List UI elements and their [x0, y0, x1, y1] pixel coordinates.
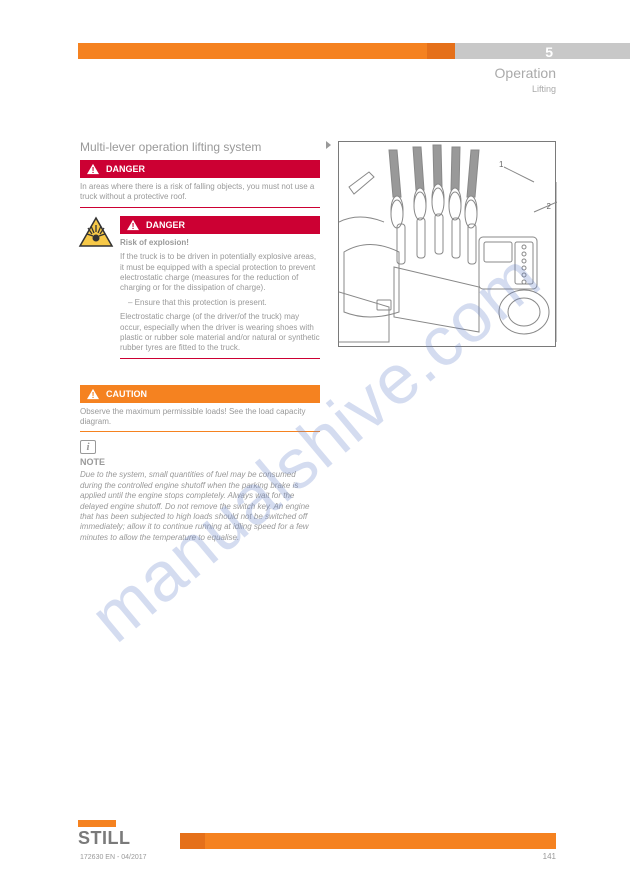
section-heading: Multi-lever operation lifting system	[80, 140, 320, 154]
chapter-title: Operation	[495, 65, 556, 81]
bar-orange	[78, 43, 427, 59]
page-number: 141	[543, 852, 556, 861]
svg-text:!: !	[92, 165, 95, 175]
footer-accent-bar	[78, 820, 116, 827]
warning-triangle-icon: !	[86, 163, 100, 175]
body-content: Multi-lever operation lifting system ! D…	[80, 140, 320, 543]
danger-heading-2: Risk of explosion!	[120, 238, 320, 248]
danger-block-2: ! DANGER Risk of explosion! If the truck…	[80, 216, 320, 354]
bar-gray	[455, 43, 630, 59]
svg-text:!: !	[92, 390, 95, 400]
danger-divider-2	[120, 358, 320, 359]
explosion-hazard-icon	[78, 216, 114, 248]
chapter-number: 5	[545, 44, 553, 60]
danger-divider-1	[80, 207, 320, 208]
note-text: Due to the system, small quantities of f…	[80, 470, 320, 543]
bar-orange-dark	[427, 43, 455, 59]
info-icon: i	[80, 440, 96, 454]
page-code: 172630 EN - 04/2017	[80, 854, 147, 861]
danger-label-1: DANGER	[106, 164, 145, 174]
caution-label: CAUTION	[106, 389, 147, 399]
brand-logo: STILL	[78, 828, 131, 849]
svg-text:!: !	[132, 221, 135, 231]
danger-text-1: In areas where there is a risk of fallin…	[80, 182, 320, 203]
danger-bullet: – Ensure that this protection is present…	[120, 298, 320, 308]
footer-bar-dark	[180, 833, 205, 849]
note-block: i NOTE Due to the system, small quantiti…	[80, 440, 320, 543]
warning-triangle-icon: !	[86, 388, 100, 400]
chapter-subtitle: Lifting	[532, 84, 556, 94]
figure-pointer-icon	[326, 141, 331, 149]
figure-callout-1: 1	[499, 160, 503, 169]
caution-divider	[80, 431, 320, 432]
danger-box-1: ! DANGER	[80, 160, 320, 178]
danger-label-2: DANGER	[146, 220, 185, 230]
caution-box: ! CAUTION	[80, 385, 320, 403]
footer-bar-orange	[205, 833, 556, 849]
danger-para1: If the truck is to be driven in potentia…	[120, 252, 320, 294]
danger-box-2: ! DANGER	[120, 216, 320, 234]
footer: STILL	[0, 833, 556, 849]
figure-illustration: 1 2	[338, 141, 556, 347]
warning-triangle-icon: !	[126, 219, 140, 231]
caution-text: Observe the maximum permissible loads! S…	[80, 407, 320, 428]
danger-para2: Electrostatic charge (of the driver/of t…	[120, 312, 320, 354]
figure-callout-2: 2	[547, 202, 551, 211]
note-label: NOTE	[80, 457, 320, 467]
